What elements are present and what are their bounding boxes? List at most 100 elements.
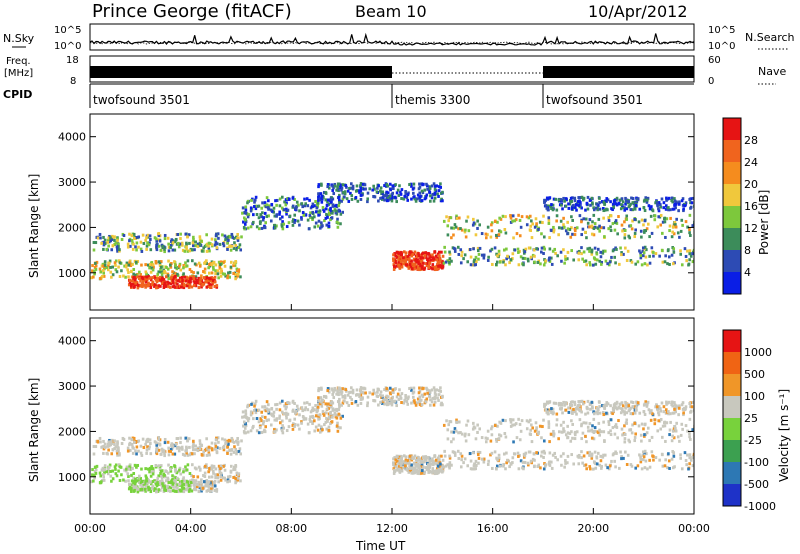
power-cell bbox=[221, 242, 225, 246]
velocity-cell bbox=[400, 459, 403, 463]
velocity-cell bbox=[586, 451, 590, 455]
power-cell bbox=[278, 210, 282, 214]
velocity-cell bbox=[397, 464, 401, 468]
velocity-cell bbox=[134, 449, 137, 453]
velocity-cell bbox=[392, 471, 396, 475]
power-cell bbox=[680, 263, 684, 267]
power-cell bbox=[188, 241, 191, 245]
power-cell bbox=[315, 206, 319, 210]
velocity-cell bbox=[231, 439, 234, 443]
velocity-cell bbox=[633, 411, 637, 415]
velocity-cell bbox=[622, 456, 625, 460]
velocity-cell bbox=[633, 439, 637, 443]
velocity-cell bbox=[146, 437, 150, 441]
velocity-cell bbox=[227, 438, 231, 442]
velocity-cell bbox=[250, 402, 253, 406]
velocity-cell bbox=[569, 400, 573, 404]
velocity-cell bbox=[684, 405, 688, 409]
power-cell bbox=[154, 283, 157, 287]
power-cell bbox=[275, 224, 278, 228]
power-cell bbox=[296, 219, 300, 223]
power-cell bbox=[395, 191, 399, 195]
power-cell bbox=[532, 248, 536, 252]
power-cell bbox=[548, 256, 551, 260]
velocity-cell bbox=[197, 465, 201, 469]
power-cell bbox=[519, 225, 523, 229]
power-cell bbox=[503, 228, 507, 232]
velocity-cell bbox=[281, 424, 284, 428]
velocity-cell bbox=[151, 467, 155, 471]
power-cell bbox=[533, 260, 536, 264]
velocity-cell bbox=[624, 400, 627, 404]
power-cell bbox=[644, 255, 648, 259]
power-cell bbox=[523, 250, 527, 254]
velocity-cell bbox=[504, 467, 507, 471]
velocity-cell bbox=[169, 447, 173, 451]
velocity-cell bbox=[93, 469, 97, 473]
velocity-cell bbox=[566, 436, 569, 440]
velocity-cell bbox=[433, 395, 437, 399]
power-cell bbox=[179, 268, 183, 272]
velocity-cell bbox=[125, 465, 129, 469]
power-cell bbox=[143, 283, 147, 287]
velocity-cell bbox=[607, 420, 611, 424]
velocity-cell bbox=[186, 481, 189, 485]
power-cell bbox=[391, 184, 395, 188]
velocity-cell bbox=[174, 442, 178, 446]
velocity-cell bbox=[145, 440, 148, 444]
colorbar-tick-label: 4 bbox=[744, 266, 751, 279]
power-cell bbox=[639, 253, 643, 257]
velocity-cell bbox=[585, 406, 589, 410]
power-cell bbox=[396, 253, 400, 257]
power-cell bbox=[200, 277, 203, 281]
power-cell bbox=[193, 262, 197, 266]
power-cell bbox=[684, 220, 688, 224]
velocity-cell bbox=[94, 445, 98, 449]
power-cell bbox=[688, 197, 691, 201]
velocity-cell bbox=[527, 450, 531, 454]
power-cell bbox=[179, 278, 183, 282]
velocity-cell bbox=[326, 402, 330, 406]
velocity-cell bbox=[179, 436, 182, 440]
velocity-cell bbox=[631, 412, 634, 416]
velocity-cell bbox=[185, 479, 188, 483]
velocity-cell bbox=[569, 403, 572, 407]
date-title: 10/Apr/2012 bbox=[588, 2, 688, 21]
velocity-cell bbox=[228, 474, 232, 478]
power-cell bbox=[679, 229, 683, 233]
velocity-cell bbox=[422, 386, 425, 390]
velocity-cell bbox=[442, 465, 446, 469]
power-cell bbox=[185, 279, 188, 283]
power-cell bbox=[382, 194, 385, 198]
velocity-cell bbox=[665, 402, 668, 406]
power-cell bbox=[109, 236, 112, 240]
velocity-cell bbox=[437, 389, 441, 393]
power-cell bbox=[226, 241, 229, 245]
power-cell bbox=[422, 267, 426, 271]
power-cell bbox=[402, 197, 406, 201]
power-cell bbox=[600, 262, 603, 266]
velocity-cell bbox=[667, 400, 671, 404]
velocity-cell bbox=[237, 440, 240, 444]
power-cell bbox=[167, 259, 170, 263]
velocity-cell bbox=[413, 468, 416, 472]
power-cell bbox=[278, 197, 282, 201]
velocity-cell bbox=[182, 486, 186, 490]
velocity-cell bbox=[317, 402, 320, 406]
velocity-cell bbox=[295, 404, 299, 408]
velocity-cell bbox=[636, 464, 640, 468]
power-cell bbox=[170, 239, 173, 243]
velocity-cell bbox=[621, 409, 625, 413]
velocity-data bbox=[90, 386, 694, 494]
power-cell bbox=[506, 254, 509, 258]
power-cell bbox=[198, 241, 202, 245]
power-cell bbox=[238, 243, 242, 247]
velocity-cell bbox=[418, 466, 422, 470]
power-cell bbox=[114, 268, 118, 272]
velocity-cell bbox=[585, 440, 588, 444]
velocity-cell bbox=[594, 466, 598, 470]
power-cell bbox=[446, 259, 449, 263]
power-cell bbox=[578, 214, 582, 218]
velocity-cell bbox=[331, 415, 334, 419]
power-cell bbox=[433, 268, 437, 272]
